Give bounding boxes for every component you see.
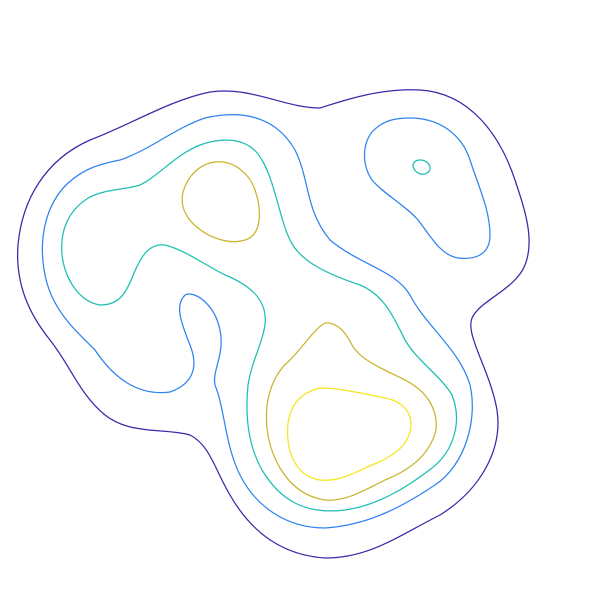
contour-lines-group (16, 89, 530, 559)
contour-level-2-loop-1 (41, 114, 473, 529)
contour-level-3-loop-1 (61, 139, 458, 512)
contour-level-3-loop-2 (412, 159, 431, 175)
contour-level-5-loop-1 (286, 387, 412, 481)
contour-level-1-loop-1 (16, 89, 530, 559)
contour-level-4-loop-2 (265, 322, 437, 501)
contour-level-4-loop-1 (181, 161, 261, 243)
contour-level-2-loop-2 (363, 117, 491, 260)
